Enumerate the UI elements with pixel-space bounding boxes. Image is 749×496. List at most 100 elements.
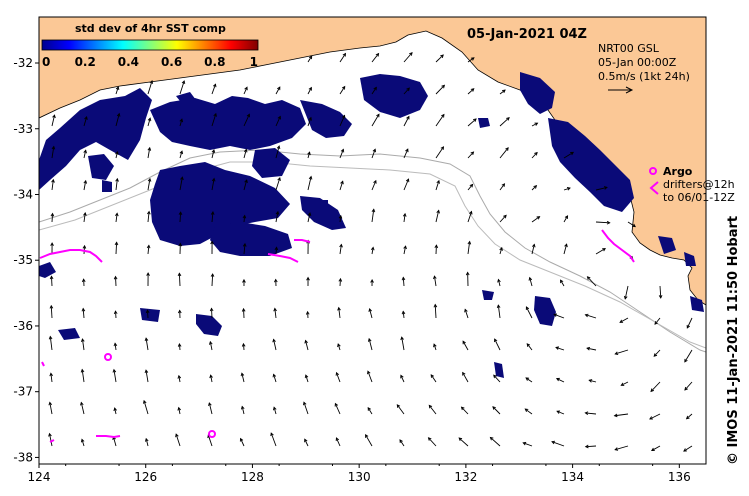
current-arrow	[336, 437, 341, 447]
current-arrowhead	[113, 275, 118, 280]
currents-legend-time: 05-Jan 00:00Z	[598, 56, 677, 69]
x-tick-label: 126	[134, 470, 157, 484]
current-arrowhead	[146, 244, 151, 249]
current-arrowhead	[210, 240, 214, 245]
current-arrowhead	[555, 346, 560, 350]
current-arrowhead	[524, 408, 529, 412]
current-arrow	[209, 341, 213, 351]
current-arrowhead	[506, 117, 510, 121]
current-arrow	[147, 310, 149, 319]
current-arrowhead	[308, 175, 313, 180]
current-arrow	[458, 437, 469, 447]
current-arrowhead	[241, 342, 246, 347]
current-arrow	[619, 317, 629, 323]
current-arrowhead	[440, 54, 444, 59]
current-arrow	[396, 404, 405, 415]
current-arrowhead	[181, 80, 186, 85]
current-arrow	[211, 113, 217, 127]
x-tick-label: 130	[348, 470, 371, 484]
current-arrow	[553, 313, 565, 319]
current-arrow	[428, 405, 437, 415]
current-arrow	[339, 244, 342, 255]
current-arrow	[115, 242, 118, 255]
colorbar-tick-label: 0.8	[204, 55, 225, 69]
currents-legend: NRT00 GSL 05-Jan 00:00Z 0.5m/s (1kt 24h)	[598, 42, 690, 94]
current-arrowhead	[650, 388, 655, 393]
current-arrow	[243, 179, 248, 191]
argo-drifter-tracks	[39, 229, 635, 443]
current-arrow	[145, 338, 149, 351]
argo-marker-icon	[649, 167, 657, 175]
current-arrowhead	[492, 406, 496, 410]
drifters-label: drifters@12h	[663, 178, 735, 191]
current-arrowhead	[434, 244, 439, 249]
current-arrowhead	[614, 447, 619, 451]
current-arrowhead	[212, 83, 217, 88]
current-arrow	[402, 277, 405, 287]
current-arrowhead	[375, 52, 380, 57]
current-arrowhead	[335, 371, 340, 376]
current-arrow	[243, 149, 247, 159]
current-arrow	[464, 309, 469, 319]
colorbar-tick-label: 0.6	[161, 55, 182, 69]
current-arrow	[211, 178, 215, 191]
current-arrowhead	[400, 374, 404, 379]
current-arrow	[400, 375, 405, 383]
current-arrow	[595, 186, 608, 191]
colorbar: std dev of 4hr SST comp 0 0.2 0.4 0.6 0.8 1	[41, 22, 259, 69]
current-arrowhead	[566, 187, 571, 191]
current-arrow	[83, 150, 87, 159]
current-arrowhead	[113, 310, 118, 315]
current-arrow	[275, 116, 281, 127]
current-arrowhead	[367, 370, 371, 375]
colorbar-gradient	[41, 39, 259, 51]
current-arrow	[243, 114, 250, 127]
colorbar-tick-label: 0.2	[75, 55, 96, 69]
current-arrowhead	[505, 147, 509, 151]
current-arrow	[614, 445, 629, 451]
current-arrowhead	[614, 351, 619, 355]
x-tick-label: 128	[241, 470, 264, 484]
current-arrowhead	[83, 179, 88, 184]
current-arrow	[595, 221, 610, 224]
current-arrowhead	[606, 220, 611, 225]
current-arrowhead	[653, 353, 658, 357]
current-arrowhead	[51, 178, 55, 183]
current-arrowhead	[428, 404, 433, 409]
current-arrowhead	[81, 307, 86, 312]
current-arrow	[175, 434, 181, 447]
current-arrow	[684, 349, 693, 363]
current-arrowhead	[522, 441, 527, 446]
current-arrowhead	[551, 440, 556, 445]
current-arrowhead	[274, 246, 279, 251]
current-arrowhead	[276, 145, 281, 150]
current-arrow	[563, 244, 568, 255]
current-arrowhead	[273, 307, 277, 312]
current-arrow	[467, 88, 475, 95]
current-arrowhead	[497, 278, 501, 283]
current-arrowhead	[403, 245, 407, 250]
current-arrowhead	[401, 310, 406, 315]
current-arrow	[651, 445, 661, 451]
current-arrow	[303, 402, 309, 415]
current-arrow	[50, 305, 53, 319]
current-arrow	[336, 372, 341, 383]
current-arrow	[211, 211, 214, 223]
current-arrowhead	[147, 210, 151, 215]
current-arrowhead	[308, 116, 312, 121]
current-arrow	[147, 245, 150, 255]
current-arrowhead	[48, 335, 53, 340]
drifter-track-icon	[649, 181, 659, 195]
current-arrowhead	[441, 113, 445, 118]
current-arrowhead	[209, 374, 213, 379]
current-arrow	[434, 304, 437, 319]
current-arrowhead	[650, 447, 655, 452]
current-arrow	[275, 211, 279, 223]
current-arrowhead	[270, 432, 274, 437]
current-arrowhead	[534, 151, 538, 156]
current-arrowhead	[409, 52, 413, 56]
current-arrow	[339, 181, 344, 191]
current-arrow	[403, 116, 410, 127]
drifters-date-label: to 06/01-12Z	[663, 191, 735, 204]
current-arrow	[115, 113, 120, 127]
